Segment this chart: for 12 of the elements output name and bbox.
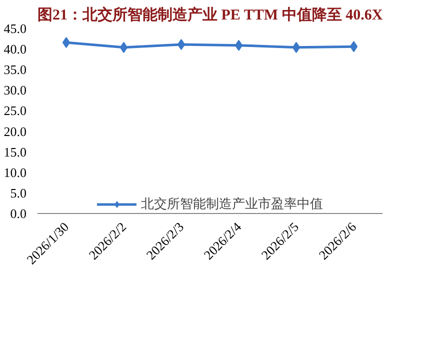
y-tick-label: 45.0: [4, 21, 26, 36]
y-tick-label: 15.0: [4, 144, 26, 160]
y-tick-label: 10.0: [4, 164, 26, 180]
chart-title: 图21：北交所智能制造产业 PE TTM 中值降至 40.6X: [38, 6, 383, 24]
legend-label: 北交所智能制造产业市盈率中值: [141, 195, 323, 213]
y-tick-label: 40.0: [4, 42, 26, 57]
y-tick-label: 5.0: [10, 185, 26, 200]
y-tick-label: 20.0: [4, 124, 26, 139]
y-tick-label: 30.0: [4, 82, 26, 98]
y-tick-label: 35.0: [4, 62, 26, 78]
y-tick-label: 25.0: [4, 103, 26, 118]
y-tick-label: 0.0: [10, 206, 26, 221]
